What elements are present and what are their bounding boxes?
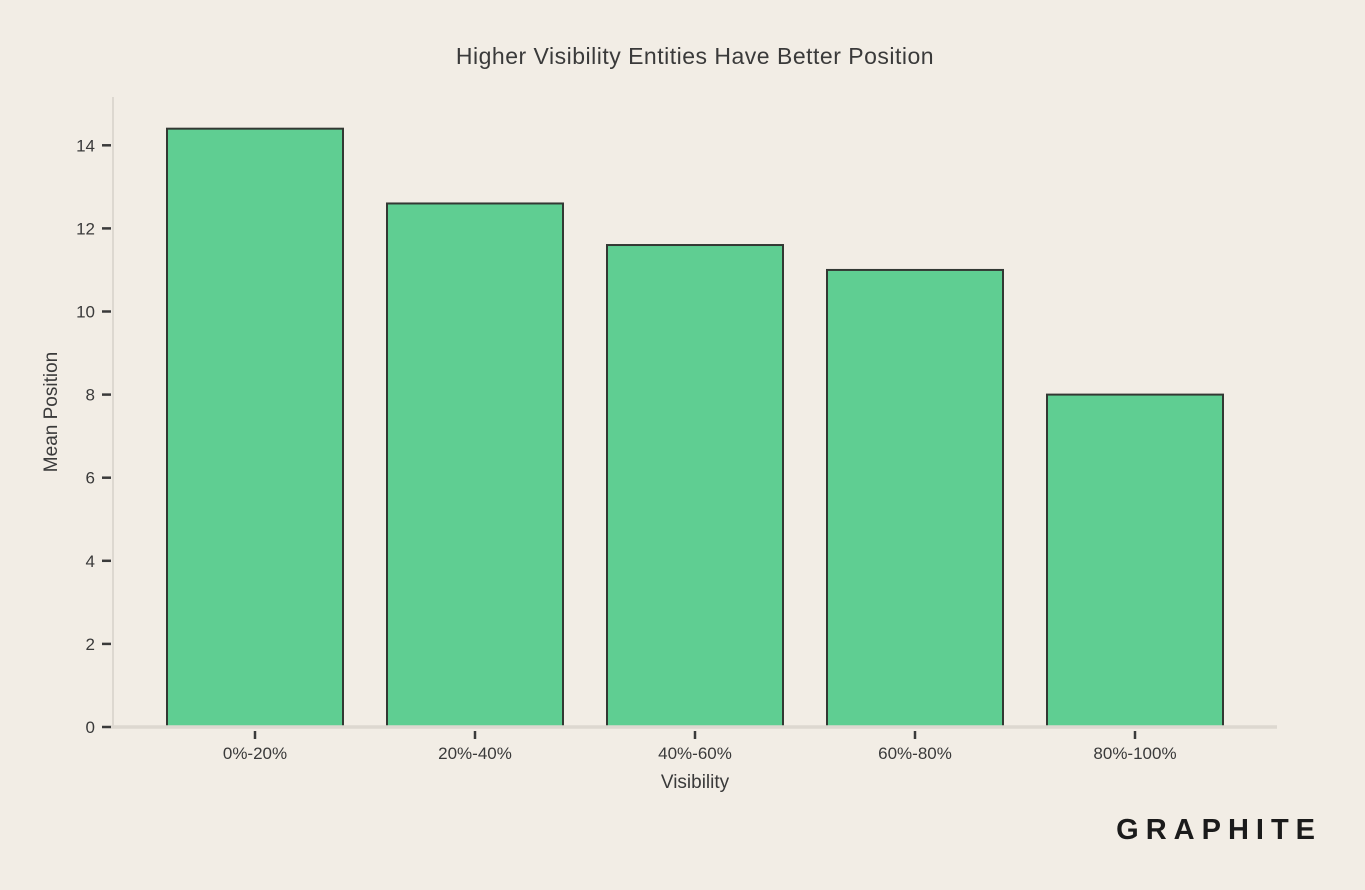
y-ticks-group: 0 2 4 6 8 10 12 14 — [76, 136, 111, 737]
bar-60%-80% — [826, 268, 1004, 728]
bar-20%-40% — [386, 202, 564, 729]
graphite-logo: GRAPHITE — [1116, 814, 1322, 846]
x-tick-label: 40%-60% — [658, 744, 732, 763]
bar-40%-60% — [606, 244, 784, 729]
x-tick-label: 80%-100% — [1093, 744, 1176, 763]
x-tick-label: 20%-40% — [438, 744, 512, 763]
bar-0%-20% — [166, 127, 344, 728]
y-tick-label: 8 — [86, 386, 95, 405]
y-tick-label: 4 — [86, 552, 95, 571]
y-tick-label: 0 — [86, 718, 95, 737]
y-tick-label: 12 — [76, 219, 95, 238]
x-tick-label: 0%-20% — [223, 744, 287, 763]
y-tick-label: 2 — [86, 635, 95, 654]
x-ticks-group: 0%-20% 20%-40% 40%-60% 60%-80% 80%-100% — [223, 731, 1177, 763]
y-tick-label: 6 — [86, 469, 95, 488]
bars-group — [166, 127, 1224, 729]
y-tick-label: 14 — [76, 136, 95, 155]
y-tick-label: 10 — [76, 303, 95, 322]
chart-title: Higher Visibility Entities Have Better P… — [456, 43, 934, 69]
x-tick-label: 60%-80% — [878, 744, 952, 763]
x-axis-label: Visibility — [661, 772, 730, 793]
y-axis-label: Mean Position — [41, 352, 62, 472]
bar-80%-100% — [1046, 393, 1224, 728]
